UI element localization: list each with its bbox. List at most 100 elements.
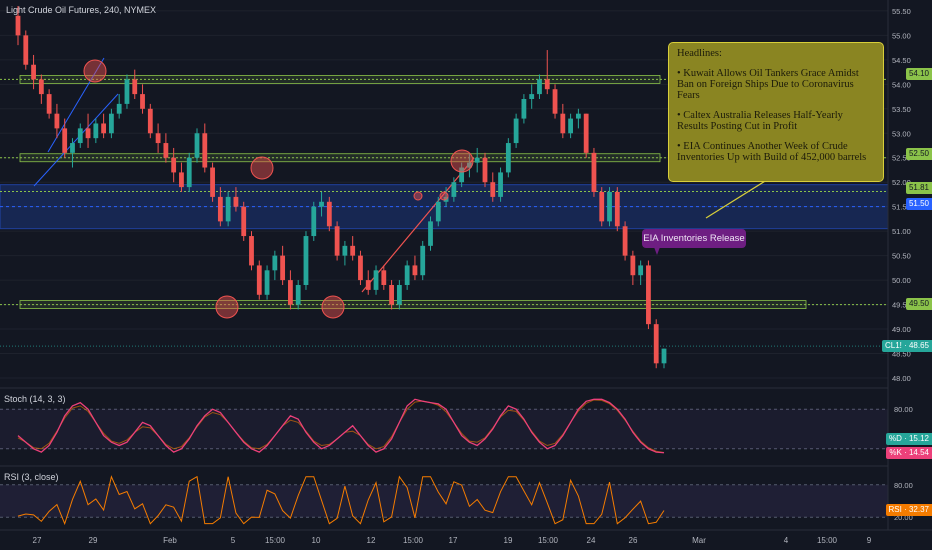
candle-body: [163, 143, 169, 158]
candle-body: [467, 162, 472, 168]
candle-body: [225, 196, 231, 222]
rsi-panel[interactable]: [0, 475, 888, 526]
candle-body: [70, 143, 75, 153]
headline-pointer: [705, 177, 771, 219]
candle-body: [435, 201, 441, 222]
time-tick-label: 10: [312, 536, 321, 545]
time-tick-label: 15:00: [538, 536, 559, 545]
candle-body: [194, 133, 200, 158]
level-tag-54-10: 54.10: [905, 68, 932, 80]
stoch-zone: [0, 409, 888, 449]
price-tick-label: 51.00: [892, 227, 911, 236]
price-tick-label: 55.00: [892, 31, 911, 40]
candle-body: [614, 192, 620, 227]
price-tick-label: 53.00: [892, 129, 911, 138]
candle-body: [428, 221, 433, 246]
stoch-title[interactable]: Stoch (14, 3, 3): [4, 394, 66, 404]
candle-body: [373, 270, 379, 290]
highlight-circle: [321, 295, 345, 319]
candle-body: [498, 172, 503, 197]
candle-body: [256, 265, 262, 295]
candle-body: [653, 324, 659, 364]
stoch-tick-label: 80.00: [894, 405, 913, 414]
candle-body: [93, 123, 99, 139]
level-tag-49-50: 49.50: [905, 298, 932, 310]
candle-body: [303, 236, 309, 285]
symbol-title[interactable]: Light Crude Oil Futures, 240, NYMEX: [6, 5, 157, 15]
headlines-note[interactable]: Headlines: • Kuwait Allows Oil Tankers G…: [668, 42, 884, 182]
time-tick-label: Mar: [692, 536, 706, 545]
time-tick-label: 24: [587, 536, 596, 545]
level-tag-52-50: 52.50: [905, 148, 932, 160]
candle-body: [264, 270, 270, 295]
level-tag-51-50: 51.50: [905, 198, 932, 210]
candle-body: [537, 79, 542, 95]
level-zone: [19, 300, 807, 309]
highlight-circle: [250, 156, 274, 180]
candle-body: [575, 113, 581, 119]
time-tick-label: 9: [867, 536, 872, 545]
time-tick-label: 5: [231, 536, 236, 545]
candlestick-series[interactable]: [15, 6, 667, 369]
eia-callout[interactable]: EIA Inventories Release: [642, 229, 746, 248]
candle-body: [272, 255, 278, 271]
highlight-circle: [215, 295, 239, 319]
time-tick-label: 17: [449, 536, 458, 545]
price-tick-label: 48.00: [892, 374, 911, 383]
level-tag-51-81: 51.81: [905, 182, 932, 194]
price-tick-label: 50.50: [892, 252, 911, 261]
rsi-line: [17, 475, 665, 526]
candle-body: [513, 118, 519, 144]
time-axis[interactable]: 27 29 Feb 5 15:00 10 12 15:00 17 19 15:00 24 26 Mar 4 1…: [33, 536, 872, 545]
level-zone: [19, 75, 661, 84]
candle-body: [342, 245, 348, 256]
highlight-circles: [83, 59, 474, 319]
candle-body: [404, 265, 410, 285]
candle-body: [179, 172, 184, 188]
candle-body: [140, 94, 145, 109]
time-tick-label: 15:00: [403, 536, 424, 545]
price-tick-label: 53.50: [892, 105, 911, 114]
callout-pointer: [654, 247, 660, 255]
candle-body: [638, 265, 644, 276]
stochastic-panel[interactable]: [0, 398, 888, 454]
candle-body: [116, 103, 122, 114]
candle-body: [62, 128, 68, 153]
candle-body: [295, 285, 301, 305]
candle-body: [630, 255, 636, 276]
candle-body: [77, 128, 83, 144]
trendline-channel: [33, 93, 119, 187]
candle-body: [396, 285, 402, 305]
candle-body: [529, 94, 535, 99]
candle-body: [217, 196, 223, 222]
candle-body: [249, 236, 254, 266]
candle-body: [607, 192, 612, 222]
rsi-tick-label: 20.00: [894, 513, 913, 522]
headlines-title: Headlines:: [677, 48, 722, 59]
price-tick-label: 54.50: [892, 56, 911, 65]
price-tick-label: 52.00: [892, 178, 911, 187]
candle-body: [560, 113, 566, 134]
candle-body: [521, 99, 527, 119]
time-tick-label: 19: [504, 536, 513, 545]
candle-body: [350, 245, 356, 256]
candle-body: [108, 113, 114, 134]
trendline-support: [361, 157, 475, 293]
time-tick-label: 26: [629, 536, 638, 545]
candle-body: [319, 201, 324, 207]
time-tick-label: Feb: [163, 536, 177, 545]
price-tick-label: 50.00: [892, 276, 911, 285]
rsi-title[interactable]: RSI (3, close): [4, 472, 59, 482]
candle-body: [334, 226, 340, 256]
candle-body: [46, 94, 52, 114]
candle-body: [132, 79, 138, 95]
price-tick-label: 55.50: [892, 7, 911, 16]
time-tick-label: 4: [784, 536, 789, 545]
candle-body: [171, 157, 177, 173]
highlight-circle: [413, 191, 423, 201]
candle-body: [358, 255, 363, 281]
candle-body: [233, 196, 239, 207]
candle-body: [288, 280, 293, 305]
time-tick-label: 15:00: [265, 536, 286, 545]
candle-body: [420, 245, 426, 276]
